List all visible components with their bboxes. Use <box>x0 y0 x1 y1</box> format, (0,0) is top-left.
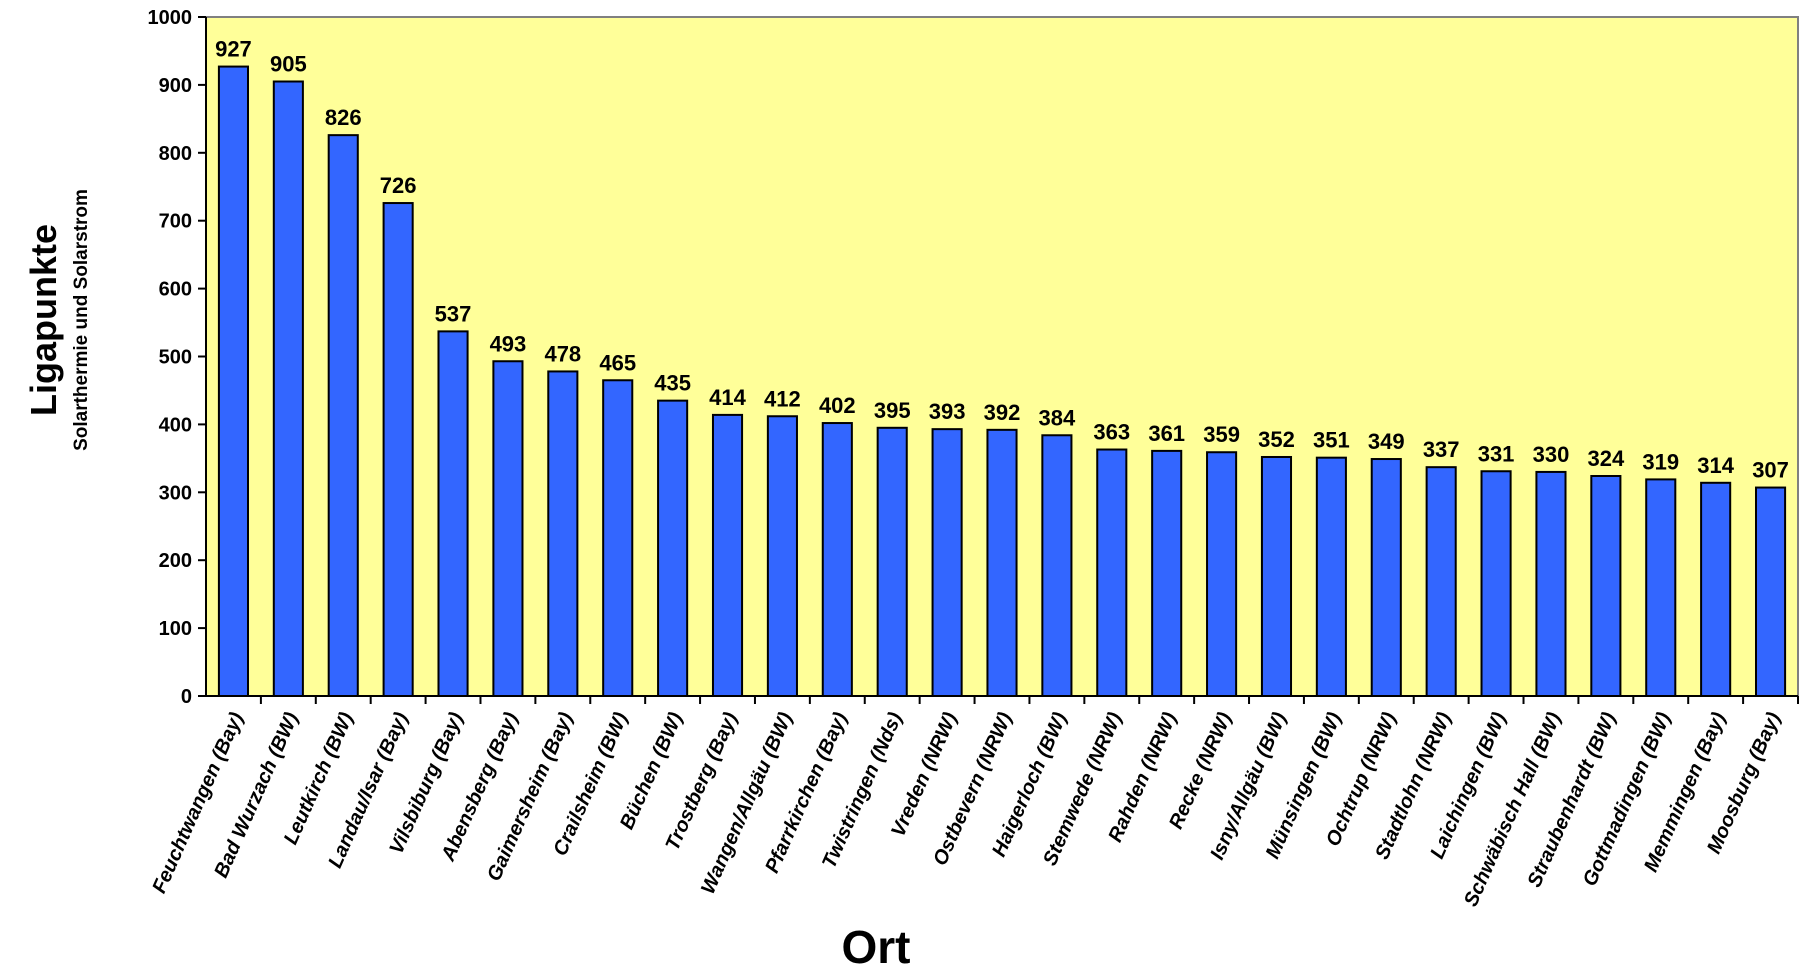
y-axis-title: Ligapunkte <box>23 224 64 416</box>
x-axis-title: Ort <box>842 921 911 973</box>
bar <box>1315 456 1347 697</box>
bar-value-label: 351 <box>1313 428 1350 453</box>
bar <box>1700 481 1732 697</box>
bar-value-label: 537 <box>435 301 472 326</box>
bar <box>602 379 634 697</box>
bar <box>986 428 1018 697</box>
bar <box>657 399 689 697</box>
bar <box>1590 475 1622 697</box>
bar-value-label: 331 <box>1478 441 1515 466</box>
bar-value-label: 414 <box>709 385 746 410</box>
bar-value-label: 349 <box>1368 429 1405 454</box>
y-tick-label: 800 <box>159 143 192 165</box>
y-tick-label: 500 <box>159 347 192 369</box>
bar-value-label: 478 <box>544 341 581 366</box>
bar-value-label: 319 <box>1642 449 1679 474</box>
bar <box>1480 470 1512 697</box>
y-tick-label: 600 <box>159 279 192 301</box>
bar-value-label: 726 <box>380 173 417 198</box>
bar-value-label: 359 <box>1203 422 1240 447</box>
bar <box>1425 466 1457 697</box>
y-tick-label: 300 <box>159 482 192 504</box>
bar-value-label: 384 <box>1039 405 1076 430</box>
bar <box>711 413 744 697</box>
bar-value-label: 927 <box>215 37 252 62</box>
bar-value-label: 826 <box>325 105 362 130</box>
bar <box>876 426 908 697</box>
y-tick-label: 200 <box>159 550 192 572</box>
bar <box>1151 449 1183 698</box>
bar-value-label: 395 <box>874 398 911 423</box>
bar <box>492 360 524 697</box>
y-tick-label: 700 <box>159 211 192 233</box>
bar-value-label: 435 <box>654 371 691 396</box>
bar <box>272 80 304 697</box>
y-tick-label: 0 <box>181 686 192 708</box>
bar <box>766 415 798 697</box>
bar-value-label: 392 <box>984 400 1021 425</box>
bar-value-label: 337 <box>1423 437 1460 462</box>
bar-value-label: 352 <box>1258 427 1295 452</box>
y-tick-label: 1000 <box>148 7 193 29</box>
y-axis-subtitle: Solarthermie und Solarstrom <box>71 189 92 451</box>
bar <box>382 202 414 698</box>
bar <box>1206 451 1238 698</box>
bar-value-label: 330 <box>1533 442 1570 467</box>
y-axis: 0 100 200 300 400 500 600 700 800 900 1000 <box>148 7 207 708</box>
bar-value-label: 363 <box>1093 420 1130 445</box>
bar <box>1370 458 1402 697</box>
bar <box>437 330 469 697</box>
bar <box>1755 486 1787 697</box>
bar-value-label: 493 <box>490 331 527 356</box>
bar <box>547 370 579 697</box>
y-tick-label: 900 <box>159 75 192 97</box>
x-axis: Feuchtwangen (Bay)Bad Wurzach (BW)Leutki… <box>148 695 1799 910</box>
bar-value-label: 393 <box>929 399 966 424</box>
bar-value-label: 412 <box>764 386 801 411</box>
category-label: Schwäbisch Hall (BW) <box>1460 709 1566 910</box>
y-tick-label: 400 <box>159 414 192 436</box>
bar <box>1260 455 1293 697</box>
bar-value-label: 465 <box>599 350 636 375</box>
bars-group <box>217 65 1787 698</box>
bar <box>1535 470 1567 697</box>
bar <box>821 422 853 697</box>
bar <box>1096 448 1128 698</box>
bar-value-label: 307 <box>1752 458 1789 483</box>
bar-value-label: 361 <box>1148 421 1185 446</box>
bar-value-label: 324 <box>1588 446 1625 471</box>
bar <box>217 65 249 697</box>
bar <box>327 134 359 697</box>
bar-value-label: 314 <box>1697 453 1734 478</box>
y-tick-label: 100 <box>159 618 192 640</box>
bar-value-label: 402 <box>819 393 856 418</box>
bar <box>931 428 963 697</box>
data-labels-group: 927 905 826 726 537 493 478 465 435 414 412 402 395 3… <box>215 37 1789 483</box>
bar-value-label: 905 <box>270 52 307 77</box>
bar <box>1645 478 1677 697</box>
bar <box>1041 434 1073 697</box>
